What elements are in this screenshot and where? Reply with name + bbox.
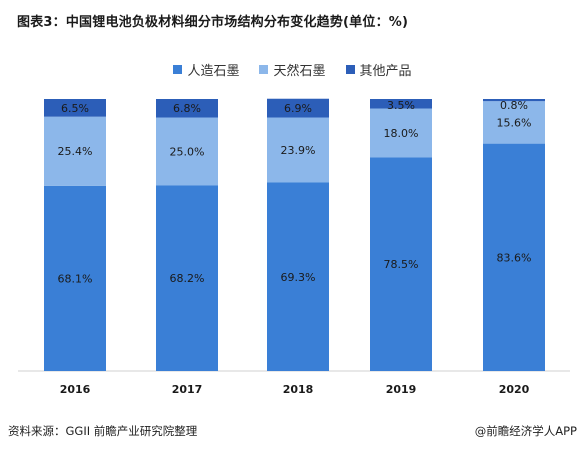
data-label-2017-series-0: 68.2% (170, 272, 205, 285)
data-label-2020-series-0: 83.6% (497, 251, 532, 264)
chart-legend: 人造石墨 天然石墨 其他产品 (0, 60, 585, 79)
legend-label-2: 其他产品 (359, 64, 412, 79)
data-label-2019-series-0: 78.5% (384, 258, 419, 271)
bar-2019-series-2 (370, 99, 432, 109)
data-labels-group: 68.1% 25.4% 6.5% 68.2% 25.0% 6.8% 69.3% 23.9% 6.… (58, 99, 532, 285)
data-label-2016-series-0: 68.1% (58, 272, 93, 285)
legend-item-0: 人造石墨 (173, 60, 239, 79)
bar-2016-series-1 (44, 116, 106, 186)
bar-2019-series-0 (370, 157, 432, 371)
legend-item-1: 天然石墨 (259, 60, 326, 79)
legend-label-0: 人造石墨 (187, 64, 240, 79)
data-label-2017-series-2: 6.8% (173, 102, 201, 115)
data-label-2019-series-2: 3.5% (387, 99, 415, 112)
data-label-2020-series-2: 0.8% (500, 99, 528, 112)
data-label-2018-series-0: 69.3% (281, 271, 316, 284)
bar-2019-series-1 (370, 108, 432, 158)
legend-label-1: 天然石墨 (273, 64, 326, 79)
data-label-2018-series-1: 23.9% (281, 144, 316, 157)
data-label-2016-series-2: 6.5% (61, 102, 89, 115)
bar-2017-series-0 (156, 185, 218, 371)
data-label-2016-series-1: 25.4% (58, 145, 93, 158)
data-label-2018-series-2: 6.9% (284, 102, 312, 115)
data-label-2017-series-1: 25.0% (170, 145, 205, 158)
legend-swatch-2 (345, 65, 355, 74)
bar-2016-series-2 (44, 99, 106, 117)
bar-2016-series-0 (44, 185, 106, 371)
bar-2020-series-2 (483, 99, 545, 102)
x-tick-labels-group: 2016 2017 2018 2019 2020 (60, 383, 530, 396)
data-label-2019-series-1: 18.0% (384, 127, 419, 140)
legend-swatch-1 (259, 65, 269, 74)
x-tick-label-2016: 2016 (60, 383, 91, 396)
data-label-2020-series-1: 15.6% (497, 116, 532, 129)
chart-title: 图表3：中国锂电池负极材料细分市场结构分布变化趋势(单位：%) (17, 15, 409, 30)
source-note: 资料来源：GGII 前瞻产业研究院整理 (8, 424, 198, 438)
x-tick-label-2018: 2018 (283, 383, 314, 396)
bar-2017-series-1 (156, 117, 218, 186)
x-tick-label-2017: 2017 (172, 383, 203, 396)
x-tick-label-2019: 2019 (386, 383, 417, 396)
bars-group (44, 98, 545, 371)
credit-note: @前瞻经济学人APP (474, 424, 577, 438)
bar-2018-series-0 (267, 182, 329, 371)
x-tick-label-2020: 2020 (499, 383, 530, 396)
bar-2018-series-2 (267, 98, 329, 118)
bar-2020-series-1 (483, 101, 545, 144)
bar-2018-series-1 (267, 117, 329, 183)
legend-item-2: 其他产品 (345, 60, 412, 79)
legend-swatch-0 (173, 65, 183, 74)
bar-2017-series-2 (156, 99, 218, 118)
bar-2020-series-0 (483, 143, 545, 371)
